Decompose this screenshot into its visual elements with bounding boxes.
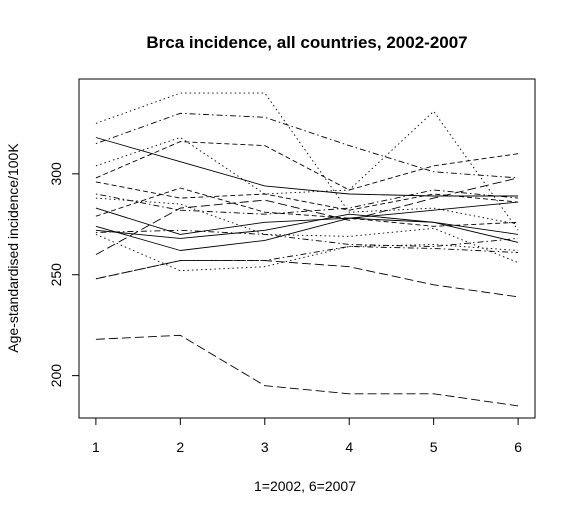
x-tick-label: 1 (92, 439, 100, 455)
chart-title: Brca incidence, all countries, 2002-2007 (146, 33, 467, 52)
series-line-17 (95, 246, 519, 280)
series-line-18 (95, 229, 519, 247)
x-tick-label: 4 (345, 439, 353, 455)
series-layer (95, 92, 519, 407)
y-tick-label: 250 (48, 263, 64, 287)
x-axis: 1 2 3 4 5 6 (92, 417, 522, 455)
series-line-13 (95, 177, 519, 255)
series-line-10 (95, 181, 519, 211)
series-line-11 (95, 187, 519, 227)
series-line-6 (95, 110, 519, 231)
series-line-12 (95, 334, 519, 407)
plot-frame (78, 78, 536, 419)
y-tick-label: 300 (48, 162, 64, 186)
series-line-5 (95, 92, 519, 225)
series-line-1 (95, 137, 519, 197)
series-line-3 (95, 201, 519, 251)
y-axis: 200 250 300 (48, 162, 80, 388)
x-tick-label: 5 (430, 439, 438, 455)
x-tick-label: 3 (261, 439, 269, 455)
series-line-7 (95, 197, 519, 264)
series-line-15 (95, 112, 519, 179)
series-line-2 (95, 207, 519, 235)
series-line-8 (95, 233, 519, 272)
x-tick-label: 2 (176, 439, 184, 455)
x-axis-label: 1=2002, 6=2007 (254, 478, 356, 494)
series-line-14 (95, 260, 519, 298)
x-tick-label: 6 (514, 439, 522, 455)
y-tick-label: 200 (48, 364, 64, 388)
y-axis-label: Age-standardised incidence/100K (5, 143, 21, 353)
series-line-9 (95, 141, 519, 191)
series-line-16 (95, 189, 519, 215)
